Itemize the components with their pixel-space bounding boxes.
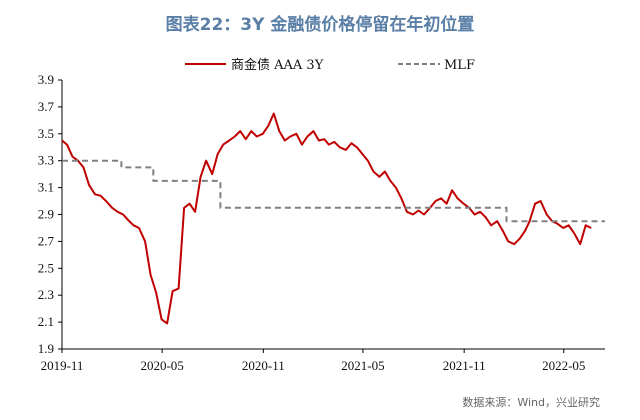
x-tick-label: 2021-05: [341, 358, 384, 373]
y-tick-label: 2.3: [38, 287, 54, 302]
y-tick-label: 3.1: [38, 180, 54, 195]
series-line-2: [62, 159, 605, 223]
y-tick-label: 2.7: [38, 233, 55, 248]
source-note: 数据来源：Wind，兴业研究: [462, 395, 600, 409]
x-tick-label: 2020-11: [242, 358, 285, 373]
y-tick-label: 2.9: [38, 207, 54, 222]
x-tick-label: 2021-11: [443, 358, 486, 373]
legend-label-series-1: 商金债 AAA 3Y: [231, 57, 324, 73]
x-tick-label: 2019-11: [41, 358, 84, 373]
chart-title: 图表22：3Y 金融债价格停留在年初位置: [166, 14, 475, 35]
x-tick-label: 2022-05: [542, 358, 585, 373]
legend: 商金债 AAA 3Y MLF: [185, 57, 475, 73]
y-tick-label: 2.1: [38, 314, 54, 329]
y-tick-label: 3.3: [38, 153, 54, 168]
series-line-1: [61, 112, 592, 325]
y-tick-label: 3.9: [38, 72, 54, 87]
y-tick-label: 3.5: [38, 126, 54, 141]
legend-label-series-2: MLF: [444, 58, 475, 73]
y-tick-label: 1.9: [38, 341, 54, 356]
y-tick-label: 3.7: [38, 99, 55, 114]
y-tick-label: 2.5: [38, 260, 54, 275]
x-tick-label: 2020-05: [140, 358, 183, 373]
plot-area: 3.9 3.7 3.5 3.3 3.1 2.9 2.7 2.5 2.3 2.1 1.9 2019-11…: [38, 72, 605, 373]
